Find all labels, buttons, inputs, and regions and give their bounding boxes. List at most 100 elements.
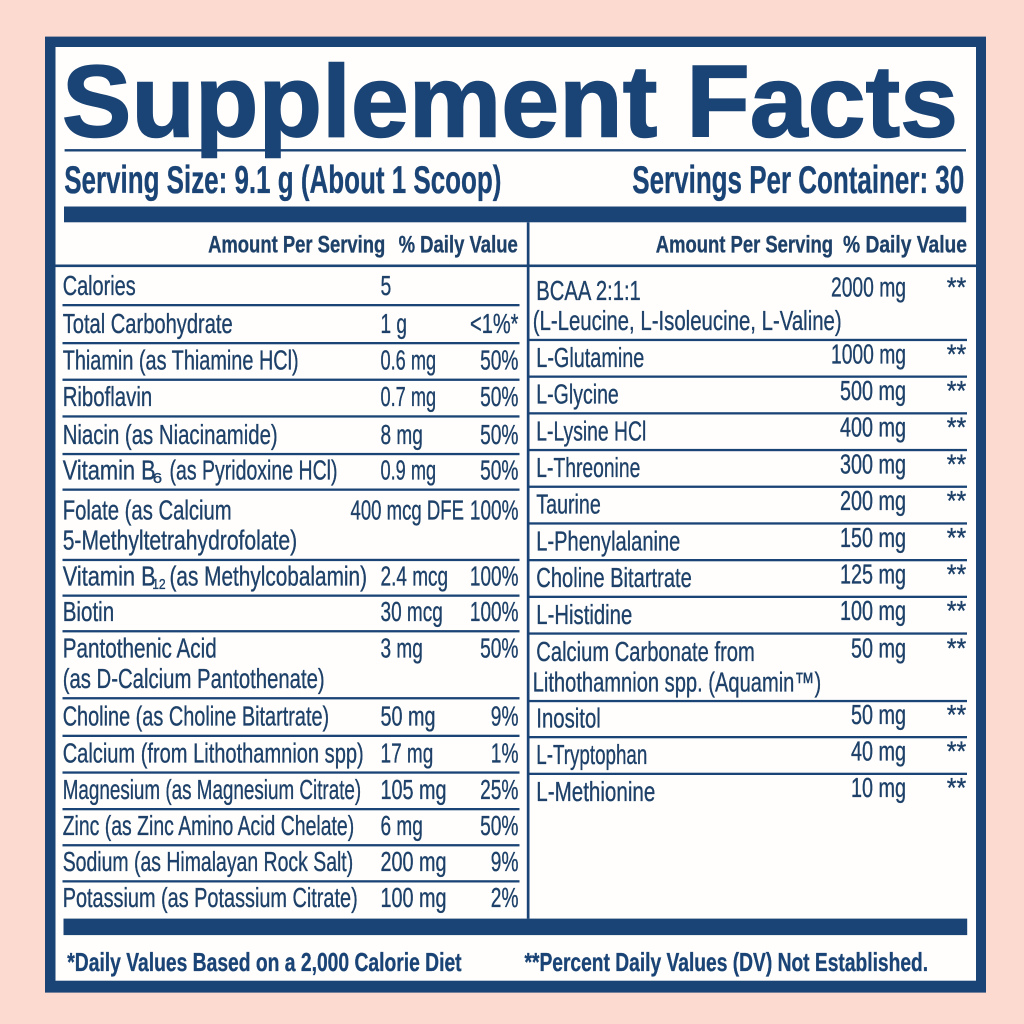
svg-text:6 mg: 6 mg xyxy=(381,810,423,841)
svg-text:40 mg: 40 mg xyxy=(851,736,906,767)
svg-text:<1%*: <1%* xyxy=(470,308,519,339)
svg-text:**: ** xyxy=(947,632,967,663)
svg-text:L-Tryptophan: L-Tryptophan xyxy=(536,739,647,770)
svg-text:**Percent Daily Values (DV) No: **Percent Daily Values (DV) Not Establis… xyxy=(525,949,929,977)
svg-text:Calcium Carbonate from: Calcium Carbonate from xyxy=(536,636,755,667)
svg-text:Folate (as Calcium: Folate (as Calcium xyxy=(63,494,232,525)
svg-text:100%: 100% xyxy=(470,596,519,627)
svg-text:(as Pyridoxine HCl): (as Pyridoxine HCl) xyxy=(170,454,338,485)
svg-text:400 mcg DFE: 400 mcg DFE xyxy=(351,494,465,525)
svg-text:Pantothenic Acid: Pantothenic Acid xyxy=(63,633,217,664)
svg-text:L-Glycine: L-Glycine xyxy=(536,379,619,410)
svg-text:5: 5 xyxy=(381,270,392,301)
svg-text:(as D-Calcium Pantothenate): (as D-Calcium Pantothenate) xyxy=(63,663,325,694)
svg-text:Thiamin (as Thiamine HCl): Thiamin (as Thiamine HCl) xyxy=(63,345,299,376)
svg-text:**: ** xyxy=(947,271,967,302)
svg-text:9%: 9% xyxy=(491,846,519,877)
svg-text:500 mg: 500 mg xyxy=(840,375,906,406)
svg-text:% Daily Value: % Daily Value xyxy=(843,231,967,258)
svg-text:L-Phenylalanine: L-Phenylalanine xyxy=(536,525,680,556)
svg-text:**: ** xyxy=(947,448,967,479)
svg-text:400 mg: 400 mg xyxy=(840,412,906,443)
svg-text:0.6 mg: 0.6 mg xyxy=(381,345,437,376)
svg-text:9%: 9% xyxy=(491,701,519,732)
svg-text:Amount Per Serving: Amount Per Serving xyxy=(208,231,385,258)
svg-text:17 mg: 17 mg xyxy=(381,737,434,768)
svg-text:Taurine: Taurine xyxy=(536,489,601,520)
svg-text:100%: 100% xyxy=(470,494,519,525)
svg-text:125 mg: 125 mg xyxy=(840,559,906,590)
svg-text:*Daily Values Based on a 2,000: *Daily Values Based on a 2,000 Calorie D… xyxy=(67,949,462,977)
svg-text:1000 mg: 1000 mg xyxy=(831,338,906,369)
svg-text:L-Methionine: L-Methionine xyxy=(536,776,655,807)
svg-text:**: ** xyxy=(947,699,967,730)
svg-text:0.9 mg: 0.9 mg xyxy=(381,454,437,485)
svg-text:Calcium (from Lithothamnion sp: Calcium (from Lithothamnion spp) xyxy=(63,737,364,768)
svg-text:5-Methyltetrahydrofolate): 5-Methyltetrahydrofolate) xyxy=(63,525,297,556)
svg-text:**: ** xyxy=(947,595,967,626)
svg-text:150 mg: 150 mg xyxy=(840,522,906,553)
svg-text:Choline (as Choline Bitartrate: Choline (as Choline Bitartrate) xyxy=(63,701,330,732)
svg-text:50%: 50% xyxy=(480,381,518,412)
svg-text:Zinc (as Zinc Amino Acid Chela: Zinc (as Zinc Amino Acid Chelate) xyxy=(63,810,355,841)
svg-text:**: ** xyxy=(947,338,967,369)
svg-text:Vitamin B: Vitamin B xyxy=(63,560,156,591)
svg-text:50%: 50% xyxy=(480,419,518,450)
svg-text:30 mcg: 30 mcg xyxy=(381,596,443,627)
svg-text:Sodium (as Himalayan Rock Salt: Sodium (as Himalayan Rock Salt) xyxy=(63,846,354,877)
svg-text:0.7 mg: 0.7 mg xyxy=(381,381,437,412)
svg-text:L-Lysine HCl: L-Lysine HCl xyxy=(536,415,646,446)
svg-text:300 mg: 300 mg xyxy=(840,448,906,479)
svg-text:Total Carbohydrate: Total Carbohydrate xyxy=(63,308,233,339)
svg-text:(as Methylcobalamin): (as Methylcobalamin) xyxy=(170,560,368,591)
svg-text:50%: 50% xyxy=(480,454,518,485)
svg-text:Magnesium (as Magnesium Citrat: Magnesium (as Magnesium Citrate) xyxy=(63,774,362,805)
svg-text:200 mg: 200 mg xyxy=(840,485,906,516)
svg-text:200 mg: 200 mg xyxy=(381,846,447,877)
svg-text:**: ** xyxy=(947,736,967,767)
svg-text:50%: 50% xyxy=(480,810,518,841)
svg-text:**: ** xyxy=(947,375,967,406)
svg-text:2.4 mcg: 2.4 mcg xyxy=(381,560,449,591)
svg-text:50%: 50% xyxy=(480,633,518,664)
svg-text:Vitamin B: Vitamin B xyxy=(63,454,156,485)
svg-text:1%: 1% xyxy=(491,737,519,768)
svg-text:100 mg: 100 mg xyxy=(381,882,447,913)
svg-text:1 g: 1 g xyxy=(381,308,407,339)
svg-text:L-Threonine: L-Threonine xyxy=(536,452,640,483)
svg-text:2000 mg: 2000 mg xyxy=(831,271,906,302)
svg-text:% Daily Value: % Daily Value xyxy=(399,231,518,258)
svg-text:6: 6 xyxy=(153,471,162,487)
svg-text:BCAA 2:1:1: BCAA 2:1:1 xyxy=(536,275,641,306)
svg-text:100 mg: 100 mg xyxy=(840,595,906,626)
svg-text:Servings Per Container: 30: Servings Per Container: 30 xyxy=(632,159,964,202)
svg-text:Inositol: Inositol xyxy=(536,702,601,733)
svg-text:Serving Size: 9.1 g (About 1 S: Serving Size: 9.1 g (About 1 Scoop) xyxy=(64,159,501,202)
svg-text:**: ** xyxy=(947,559,967,590)
svg-text:Calories: Calories xyxy=(63,270,136,301)
svg-text:Biotin: Biotin xyxy=(63,596,114,627)
svg-text:Choline Bitartrate: Choline Bitartrate xyxy=(536,562,692,593)
svg-text:Potassium (as Potassium Citrat: Potassium (as Potassium Citrate) xyxy=(63,882,358,913)
svg-text:L-Glutamine: L-Glutamine xyxy=(536,342,644,373)
svg-text:50%: 50% xyxy=(480,345,518,376)
svg-text:8 mg: 8 mg xyxy=(381,419,423,450)
svg-text:10 mg: 10 mg xyxy=(851,772,906,803)
svg-text:(L-Leucine, L-Isoleucine, L-Va: (L-Leucine, L-Isoleucine, L-Valine) xyxy=(533,305,842,336)
svg-text:Amount Per Serving: Amount Per Serving xyxy=(656,231,833,258)
svg-text:**: ** xyxy=(947,522,967,553)
svg-text:100%: 100% xyxy=(470,560,519,591)
svg-text:Niacin (as Niacinamide): Niacin (as Niacinamide) xyxy=(63,419,278,450)
svg-text:50 mg: 50 mg xyxy=(851,699,906,730)
svg-text:3 mg: 3 mg xyxy=(381,633,423,664)
svg-text:**: ** xyxy=(947,772,967,803)
svg-text:**: ** xyxy=(947,485,967,516)
svg-text:L-Histidine: L-Histidine xyxy=(536,599,632,630)
svg-text:12: 12 xyxy=(152,577,166,593)
svg-text:Lithothamnion spp. (Aquamin™): Lithothamnion spp. (Aquamin™) xyxy=(533,666,822,697)
svg-text:25%: 25% xyxy=(480,774,518,805)
svg-text:Riboflavin: Riboflavin xyxy=(63,381,153,412)
svg-text:50 mg: 50 mg xyxy=(381,701,436,732)
svg-text:50 mg: 50 mg xyxy=(851,632,906,663)
svg-text:105 mg: 105 mg xyxy=(381,774,447,805)
